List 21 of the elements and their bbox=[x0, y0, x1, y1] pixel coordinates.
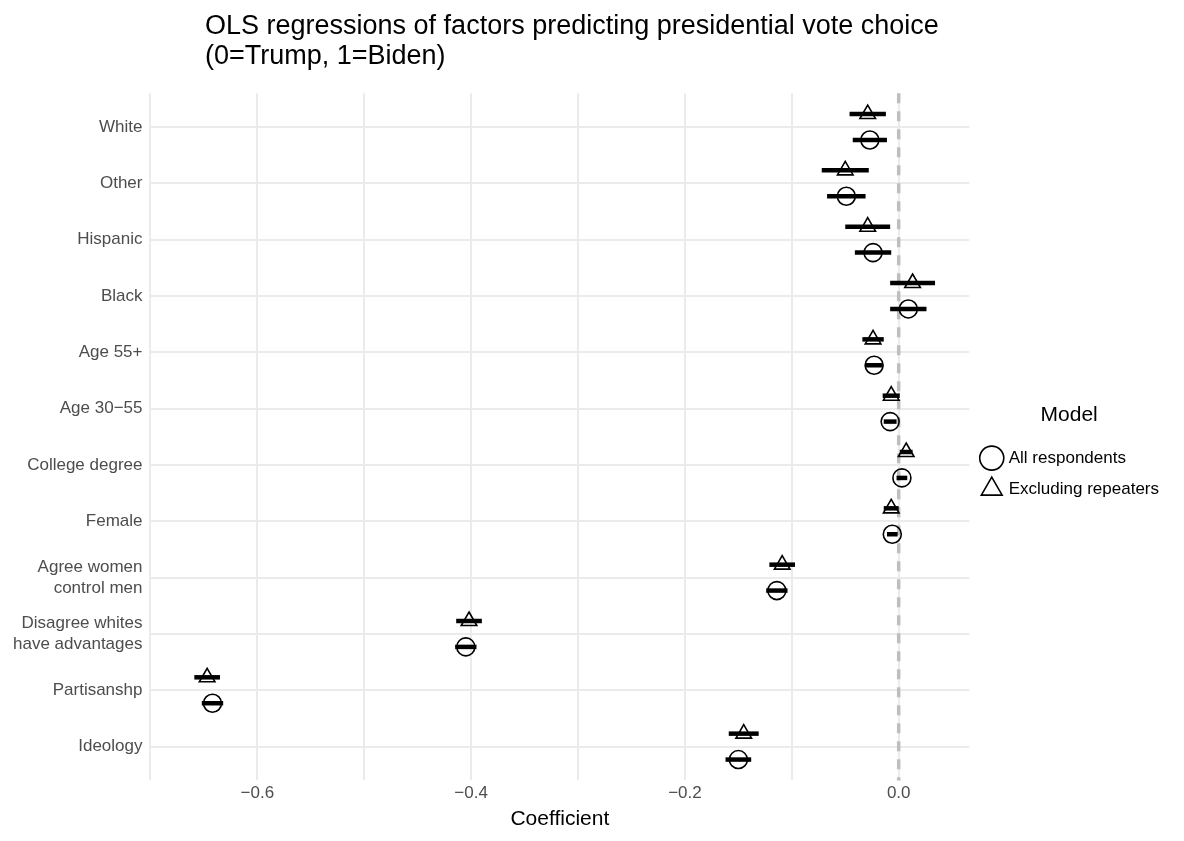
y-tick-label: Agree women control men bbox=[37, 557, 143, 597]
y-tick-label: Other bbox=[99, 173, 143, 193]
y-tick-label: Hispanic bbox=[77, 229, 143, 249]
y-tick-label: Disagree whites have advantages bbox=[12, 613, 143, 653]
legend-title: Model bbox=[1040, 401, 1098, 425]
y-tick-label: White bbox=[99, 116, 143, 136]
x-axis-title: Coefficient bbox=[510, 806, 610, 830]
chart-title: OLS regressions of factors predicting presidential vote choice (0=Trump, 1=Biden) bbox=[205, 10, 940, 70]
x-tick-label: −0.6 bbox=[240, 783, 275, 803]
y-tick-label: Age 30−55 bbox=[59, 398, 143, 418]
y-tick-label: Ideology bbox=[78, 736, 143, 756]
y-tick-label: Partisanshp bbox=[52, 679, 143, 699]
y-tick-label: Female bbox=[85, 510, 143, 530]
y-tick-label: Black bbox=[100, 285, 143, 305]
y-tick-label: College degree bbox=[27, 454, 143, 474]
legend-label: Excluding repeaters bbox=[1008, 478, 1160, 498]
x-tick-label: −0.2 bbox=[668, 783, 702, 803]
x-tick-label: 0.0 bbox=[886, 783, 911, 803]
x-tick-label: −0.4 bbox=[454, 783, 488, 803]
legend-label: All respondents bbox=[1008, 447, 1126, 467]
y-tick-label: Age 55+ bbox=[78, 342, 143, 361]
